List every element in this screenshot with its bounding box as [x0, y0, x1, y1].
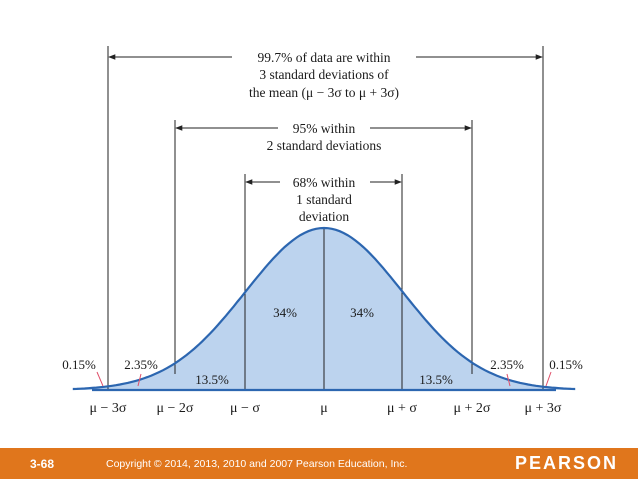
pct-outer-left: 2.35% — [124, 357, 158, 372]
pct-mid-right: 13.5% — [419, 372, 453, 387]
pct-mid-left: 13.5% — [195, 372, 229, 387]
slide: 99.7% of data are within 3 standard devi… — [62, 46, 583, 416]
pct-tail-right: 0.15% — [549, 357, 583, 372]
leader-outer-right — [506, 373, 511, 387]
range-1-sigma-line-1: 68% within — [293, 175, 356, 190]
normal-curve — [72, 226, 576, 391]
axis-label-minus-3-sigma: μ − 3σ — [90, 401, 127, 416]
range-1-sigma-line-2: 1 standard — [296, 192, 352, 207]
pct-center-right: 34% — [350, 305, 374, 320]
range-2-sigma-line-1: 95% within — [293, 121, 356, 136]
sigma-lines — [107, 46, 544, 390]
range-1-sigma-line-3: deviation — [299, 209, 349, 224]
copyright-notice: Copyright © 2014, 2013, 2010 and 2007 Pe… — [106, 458, 408, 470]
range-3-sigma-line-3: the mean (μ − 3σ to μ + 3σ) — [249, 85, 399, 100]
leader-outer-left — [137, 373, 142, 387]
slide-number: 3-68 — [30, 457, 55, 471]
axis-label-minus-1-sigma: μ − σ — [230, 401, 260, 416]
pct-tail-left: 0.15% — [62, 357, 96, 372]
leader-tail-left — [96, 371, 104, 387]
range-3-sigma-line-1: 99.7% of data are within — [257, 50, 390, 65]
pct-center-left: 34% — [273, 305, 297, 320]
leader-tail-right — [545, 371, 552, 387]
normal-distribution-diagram: 99.7% of data are within 3 standard devi… — [62, 46, 583, 416]
axis-label-plus-1-sigma: μ + σ — [387, 401, 417, 416]
axis-label-minus-2-sigma: μ − 2σ — [157, 401, 194, 416]
pearson-logo: PEARSON — [514, 453, 618, 473]
range-3-sigma-line-2: 3 standard deviations of — [259, 67, 389, 82]
pct-outer-right: 2.35% — [490, 357, 524, 372]
footer-bar: 3-68 Copyright © 2014, 2013, 2010 and 20… — [0, 448, 638, 479]
axis-label-mean: μ — [320, 401, 328, 416]
range-2-sigma-line-2: 2 standard deviations — [267, 138, 382, 153]
axis-label-plus-2-sigma: μ + 2σ — [454, 401, 491, 416]
axis-label-plus-3-sigma: μ + 3σ — [525, 401, 562, 416]
